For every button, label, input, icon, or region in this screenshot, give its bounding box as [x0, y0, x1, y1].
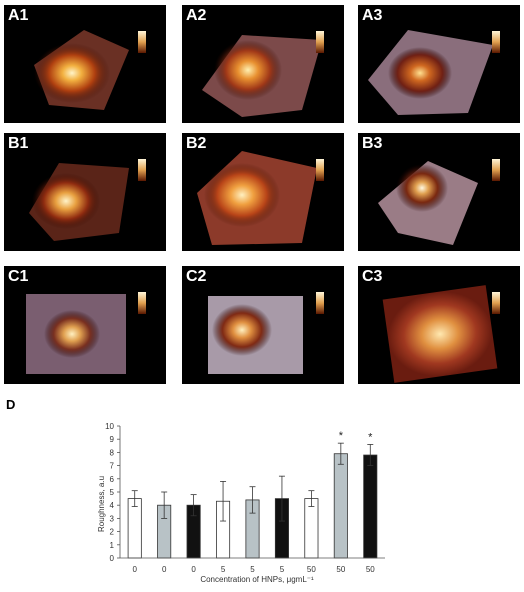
panel-label-b1: B1 — [8, 135, 29, 152]
significance-marker: * — [339, 430, 344, 442]
y-axis: 0 1 2 3 4 5 6 7 8 9 10 — [105, 422, 121, 563]
x-tick-label: 5 — [280, 565, 285, 574]
bar — [363, 454, 378, 559]
color-scale-bar — [138, 31, 146, 53]
x-tick-label: 5 — [250, 565, 255, 574]
significance-marker: * — [368, 431, 373, 443]
panel-label-a1: A1 — [8, 7, 29, 24]
afm-panel-c1: C1 — [4, 266, 166, 384]
afm-panel-c2: C2 — [182, 266, 344, 384]
y-tick-label: 4 — [110, 501, 115, 510]
x-tick-label: 50 — [307, 565, 316, 574]
panel-label-a2: A2 — [186, 7, 207, 24]
color-scale-bar — [138, 292, 146, 314]
color-scale-bar — [316, 31, 324, 53]
afm-image-b1 — [29, 163, 129, 241]
afm-panel-c3: C3 — [358, 266, 520, 384]
y-tick-label: 8 — [110, 448, 115, 457]
panel-label-a3: A3 — [362, 7, 383, 24]
afm-panel-b2: B2 — [182, 133, 344, 251]
y-tick-label: 0 — [110, 554, 115, 563]
color-scale-bar — [316, 159, 324, 181]
y-tick-label: 6 — [110, 475, 115, 484]
afm-image-a2 — [202, 35, 322, 117]
x-tick-label: 50 — [366, 565, 375, 574]
x-tick-label: 5 — [221, 565, 226, 574]
bars-group: * * — [127, 430, 378, 559]
y-tick-label: 1 — [110, 541, 115, 550]
afm-panel-b1: B1 — [4, 133, 166, 251]
color-scale-bar — [138, 159, 146, 181]
afm-image-c2 — [208, 296, 303, 374]
x-axis: 0 0 0 5 5 5 50 50 50 — [120, 557, 385, 574]
bar — [127, 498, 142, 559]
y-tick-label: 3 — [110, 514, 115, 523]
panel-label-c1: C1 — [8, 268, 29, 285]
panel-label-d: D — [6, 397, 15, 412]
afm-panel-a2: A2 — [182, 5, 344, 123]
afm-image-b2 — [197, 151, 317, 245]
x-tick-label: 50 — [336, 565, 345, 574]
x-tick-label: 0 — [191, 565, 196, 574]
panel-label-c3: C3 — [362, 268, 383, 285]
y-tick-label: 7 — [110, 462, 115, 471]
y-tick-label: 5 — [110, 488, 115, 497]
x-tick-label: 0 — [162, 565, 167, 574]
afm-panel-a3: A3 — [358, 5, 520, 123]
x-tick-label: 0 — [132, 565, 137, 574]
afm-image-c1 — [26, 294, 126, 374]
panel-label-b2: B2 — [186, 135, 207, 152]
afm-image-a1 — [34, 30, 129, 110]
x-axis-label: Concentration of HNPs, μgmL⁻¹ — [200, 575, 314, 584]
y-tick-label: 9 — [110, 435, 115, 444]
afm-image-a3 — [368, 30, 493, 115]
color-scale-bar — [492, 159, 500, 181]
afm-panel-b3: B3 — [358, 133, 520, 251]
y-axis-label: Roughness, a.u — [97, 476, 106, 532]
y-tick-label: 2 — [110, 528, 115, 537]
afm-panel-a1: A1 — [4, 5, 166, 123]
bar — [304, 498, 319, 559]
color-scale-bar — [492, 292, 500, 314]
afm-image-c3 — [382, 285, 498, 383]
panel-label-c2: C2 — [186, 268, 207, 285]
bar — [333, 453, 348, 559]
y-tick-label: 10 — [105, 422, 114, 431]
color-scale-bar — [492, 31, 500, 53]
panel-label-b3: B3 — [362, 135, 383, 152]
color-scale-bar — [316, 292, 324, 314]
afm-image-b3 — [378, 161, 478, 245]
